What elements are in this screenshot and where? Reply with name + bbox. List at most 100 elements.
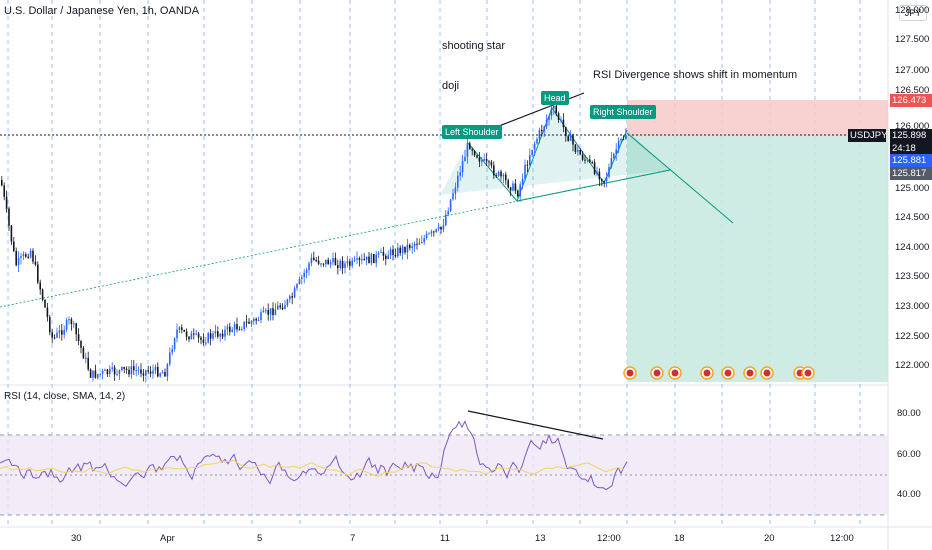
candle-body — [248, 321, 250, 324]
annotation-doji[interactable]: doji — [442, 80, 460, 92]
candle-body — [332, 257, 334, 263]
candle-body — [109, 368, 111, 375]
currency-button[interactable]: JPY — [899, 5, 927, 21]
candle-body — [310, 257, 313, 264]
candle-body — [99, 373, 101, 375]
price-tick: 127.000 — [895, 65, 930, 76]
candle-body — [329, 262, 332, 265]
candle-body — [529, 154, 531, 166]
candle-body — [296, 284, 298, 289]
head-shoulders-fill — [440, 108, 670, 201]
candle-body — [53, 337, 56, 339]
candle-body — [262, 310, 265, 313]
candle-body — [305, 270, 308, 273]
candle-body — [586, 159, 589, 161]
candle-body — [65, 319, 68, 330]
price-tick: 123.500 — [895, 271, 930, 282]
price-tick: 124.000 — [895, 242, 930, 253]
candle-body — [605, 176, 608, 182]
economic-event-icon — [703, 369, 711, 377]
candle-body — [217, 331, 219, 337]
annotation-rsi-divergence[interactable]: RSI Divergence shows shift in momentum — [593, 69, 798, 81]
candle-body — [183, 329, 185, 332]
candle-body — [584, 159, 586, 161]
candle-body — [625, 134, 627, 139]
candle-body — [10, 225, 13, 242]
candle-body — [8, 208, 10, 226]
projection-line — [626, 132, 734, 224]
candle-body — [613, 153, 615, 159]
candle-body — [435, 229, 437, 232]
candle-body — [82, 347, 85, 359]
candle-body — [272, 308, 274, 316]
left-shoulder-label[interactable]: Left Shoulder — [442, 125, 502, 139]
candle-body — [34, 261, 37, 265]
rsi-indicator-title[interactable]: RSI (14, close, SMA, 14, 2) — [4, 391, 126, 402]
candle-body — [37, 264, 39, 283]
candle-body — [231, 329, 233, 332]
economic-event-icon — [724, 369, 732, 377]
candle-body — [286, 299, 289, 306]
candle-body — [555, 105, 557, 114]
candle-body — [533, 143, 536, 150]
candle-body — [500, 171, 502, 177]
candle-body — [58, 330, 61, 333]
candle-body — [89, 369, 92, 378]
candle-body — [409, 244, 411, 249]
candle-body — [353, 259, 356, 261]
candle-body — [536, 138, 538, 144]
time-label: 13 — [535, 533, 546, 544]
candle-body — [596, 171, 598, 175]
candle-body — [284, 305, 286, 310]
candle-body — [469, 143, 471, 150]
candle-body — [149, 371, 152, 374]
candle-body — [473, 150, 476, 156]
candle-body — [298, 278, 301, 285]
candle-body — [365, 256, 368, 260]
candle-body — [29, 250, 32, 258]
candle-body — [337, 265, 339, 269]
candle-body — [121, 366, 123, 371]
candle-body — [541, 129, 543, 132]
price-tick: 122.500 — [895, 331, 930, 342]
candle-body — [80, 341, 82, 348]
candle-body — [454, 187, 457, 194]
candle-body — [197, 333, 200, 338]
candle-body — [589, 159, 591, 163]
head-label[interactable]: Head — [541, 91, 569, 105]
candle-body — [226, 326, 229, 330]
candle-body — [130, 366, 133, 375]
candle-body — [118, 370, 121, 374]
economic-event-icon — [763, 369, 771, 377]
candle-body — [505, 174, 507, 181]
candle-body — [243, 321, 245, 329]
economic-event-icon — [671, 369, 679, 377]
candle-body — [255, 318, 257, 321]
candle-body — [471, 149, 473, 151]
right-shoulder-label[interactable]: Right Shoulder — [590, 105, 656, 119]
candle-body — [577, 149, 579, 152]
candle-body — [176, 329, 178, 339]
candle-body — [387, 255, 389, 259]
annotation-shooting-star[interactable]: shooting star — [442, 40, 505, 52]
candle-body — [157, 366, 159, 377]
candle-body — [289, 296, 291, 300]
chart-title: U.S. Dollar / Japanese Yen, 1h, OANDA — [4, 5, 200, 17]
candle-body — [281, 307, 284, 310]
candle-body — [3, 185, 5, 197]
symbol-label: USDJPY — [848, 129, 888, 142]
candle-body — [517, 190, 519, 197]
candle-body — [205, 342, 207, 344]
candle-body — [128, 369, 130, 375]
candle-body — [325, 259, 327, 265]
candle-body — [610, 158, 613, 168]
candle-body — [178, 327, 181, 330]
rsi-ma-line — [0, 459, 625, 478]
candle-body — [41, 289, 44, 300]
candle-body — [598, 171, 601, 180]
candle-body — [147, 370, 149, 372]
candle-body — [142, 373, 145, 376]
candle-body — [478, 157, 481, 162]
candle-body — [56, 332, 58, 338]
